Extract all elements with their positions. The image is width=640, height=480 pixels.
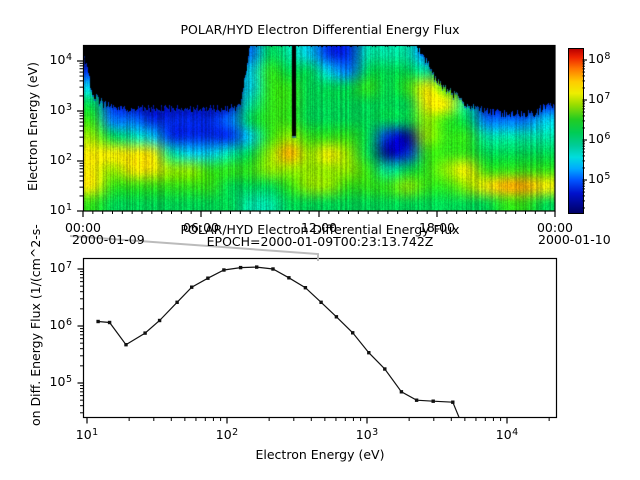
bottom-x-tick-label: 103	[355, 426, 379, 442]
top-x-tick-label: 18:00	[418, 220, 456, 235]
date-label-right: 2000-01-10	[538, 232, 611, 247]
bottom-x-tick-label: 104	[495, 426, 519, 442]
top-x-tick-label: 06:00	[182, 220, 220, 235]
top-plot-title: POLAR/HYD Electron Differential Energy F…	[180, 22, 460, 37]
bottom-y-tick-label: 106	[49, 316, 72, 332]
top-x-tick-label: 12:00	[300, 220, 338, 235]
colorbar-tick-label: 108	[588, 50, 611, 66]
colorbar-tick-label: 107	[588, 90, 611, 106]
colorbar-tick-label: 106	[588, 130, 611, 146]
spectrogram-canvas[interactable]	[83, 46, 555, 211]
colorbar	[568, 48, 584, 214]
top-x-tick-label: 00:00	[536, 220, 574, 235]
bottom-plot-xlabel: Electron Energy (eV)	[255, 447, 385, 462]
date-label-left: 2000-01-09	[72, 232, 145, 247]
bottom-x-tick-label: 102	[215, 426, 239, 442]
top-y-tick-label: 101	[49, 201, 72, 217]
connector-line	[69, 235, 319, 261]
top-y-tick-label: 102	[49, 151, 72, 167]
bottom-x-tick-label: 101	[75, 426, 99, 442]
colorbar-tick-label: 105	[588, 170, 611, 186]
top-x-tick-label: 00:00	[64, 220, 102, 235]
bottom-plot-subtitle: EPOCH=2000-01-09T00:23:13.742Z	[206, 234, 434, 249]
bottom-plot-title: POLAR/HYD Electron Differential Energy F…	[180, 222, 460, 237]
top-y-tick-label: 103	[49, 101, 72, 117]
bottom-y-tick-label: 105	[49, 373, 72, 389]
bottom-y-tick-label: 107	[49, 259, 72, 275]
top-y-tick-label: 104	[49, 51, 72, 67]
